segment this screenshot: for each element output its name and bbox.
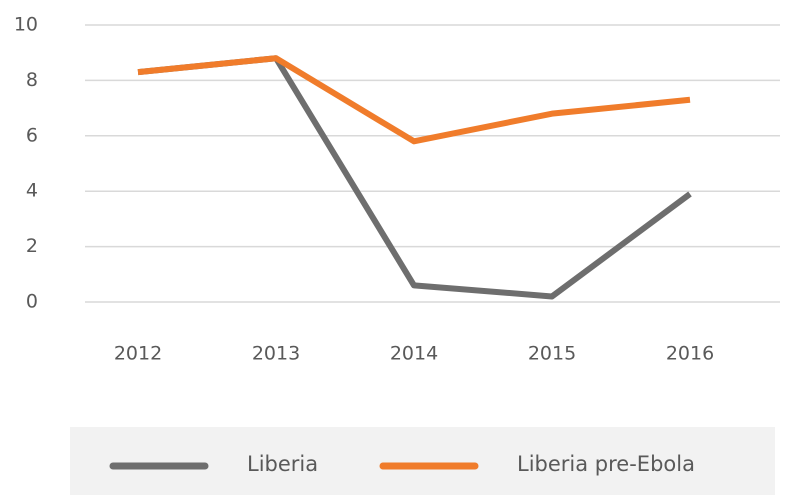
y-tick-label: 4 (26, 180, 38, 202)
x-tick-label: 2015 (528, 343, 576, 365)
y-tick-label: 6 (26, 124, 38, 146)
y-tick-label: 8 (26, 69, 38, 91)
x-tick-label: 2016 (666, 343, 714, 365)
x-tick-label: 2014 (390, 343, 438, 365)
y-tick-label: 2 (26, 235, 38, 257)
legend-label: Liberia (247, 452, 318, 476)
series-line (137, 55, 691, 145)
series-line (137, 55, 692, 300)
x-tick-label: 2012 (114, 343, 162, 365)
y-tick-label: 10 (14, 14, 38, 36)
x-tick-label: 2013 (252, 343, 300, 365)
y-tick-label: 0 (26, 291, 38, 313)
legend-label: Liberia pre-Ebola (517, 452, 695, 476)
legend-box (70, 427, 775, 495)
